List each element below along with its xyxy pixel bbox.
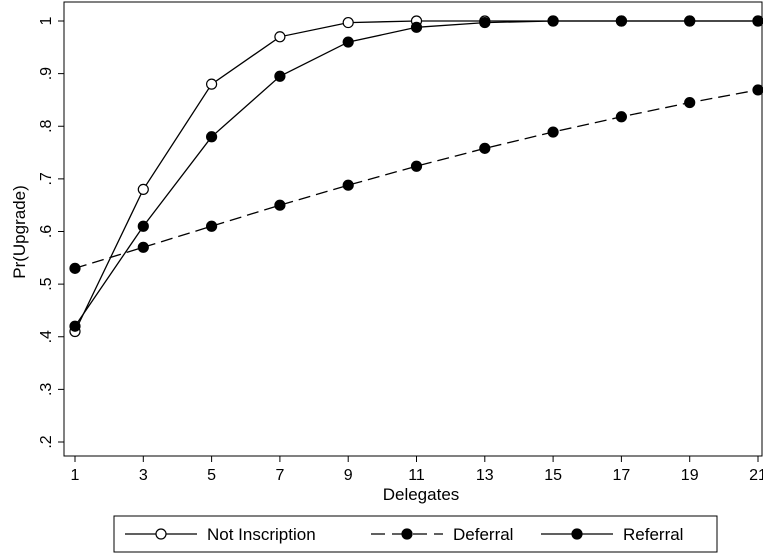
data-point xyxy=(206,78,218,90)
data-point xyxy=(684,96,696,109)
y-axis-title: Pr(Upgrade) xyxy=(10,185,29,279)
y-tick-label: .6 xyxy=(38,225,55,238)
legend-entry: Referral xyxy=(541,525,683,544)
series-line xyxy=(74,20,758,332)
x-tick-label: 21 xyxy=(749,467,763,484)
x-tick-label: 19 xyxy=(681,467,699,484)
y-tick-label: .7 xyxy=(38,172,55,185)
data-point xyxy=(684,15,696,27)
legend-marker xyxy=(571,528,583,540)
plot-area-frame xyxy=(63,1,763,457)
legend-label: Referral xyxy=(623,525,683,544)
legend: Not Inscription Deferral Referral xyxy=(113,515,718,553)
axes: .2.3.4.5.6.7.8.911 3 5 7 9 11 13 15 17 19 21 xyxy=(38,1,763,484)
y-tick-label: .4 xyxy=(38,330,55,343)
data-point xyxy=(752,15,763,27)
x-tick-label: 7 xyxy=(275,467,284,484)
legend-entry: Not Inscription xyxy=(125,525,316,544)
data-point xyxy=(547,15,559,27)
data-point xyxy=(615,15,628,27)
data-point xyxy=(137,183,149,195)
series-line xyxy=(74,20,758,327)
data-point xyxy=(752,84,763,96)
data-point xyxy=(410,21,423,33)
data-point xyxy=(274,31,286,43)
x-axis-title: Delegates xyxy=(383,485,460,504)
legend-marker xyxy=(155,528,167,540)
y-tick-label: .3 xyxy=(38,383,55,396)
data-point xyxy=(342,16,354,29)
x-tick-label: 17 xyxy=(613,467,631,484)
x-tick-label: 15 xyxy=(544,467,562,484)
series-not-inscription xyxy=(69,15,763,338)
data-point xyxy=(206,220,218,232)
x-tick-label: 13 xyxy=(476,467,494,484)
data-point xyxy=(342,36,354,48)
data-point xyxy=(479,16,491,29)
plot-series xyxy=(69,15,763,338)
legend-label: Deferral xyxy=(453,525,513,544)
series-deferral xyxy=(69,84,763,274)
y-tick-label: .2 xyxy=(38,435,55,448)
x-tick-label: 3 xyxy=(139,467,148,484)
data-point xyxy=(137,220,149,232)
y-tick-label: .5 xyxy=(38,277,55,290)
data-point xyxy=(69,320,81,332)
y-tick-label: 1 xyxy=(38,16,55,25)
data-point xyxy=(69,262,81,274)
data-point xyxy=(342,179,354,191)
legend-label: Not Inscription xyxy=(207,525,316,544)
x-tick-label: 11 xyxy=(408,467,425,484)
data-point xyxy=(615,111,628,123)
data-point xyxy=(274,199,286,211)
data-point xyxy=(274,70,286,82)
x-tick-label: 5 xyxy=(207,467,216,484)
data-point xyxy=(137,241,149,253)
y-tick-label: .9 xyxy=(38,67,55,80)
series-line xyxy=(74,89,759,269)
data-point xyxy=(547,126,559,138)
x-tick-label: 1 xyxy=(71,467,80,484)
y-tick-label: .8 xyxy=(38,119,55,132)
legend-entry: Deferral xyxy=(371,525,513,544)
legend-marker xyxy=(401,528,413,540)
data-point xyxy=(479,142,491,154)
data-point xyxy=(410,160,423,172)
series-referral xyxy=(69,15,763,332)
data-point xyxy=(206,131,218,143)
x-tick-label: 9 xyxy=(344,467,353,484)
